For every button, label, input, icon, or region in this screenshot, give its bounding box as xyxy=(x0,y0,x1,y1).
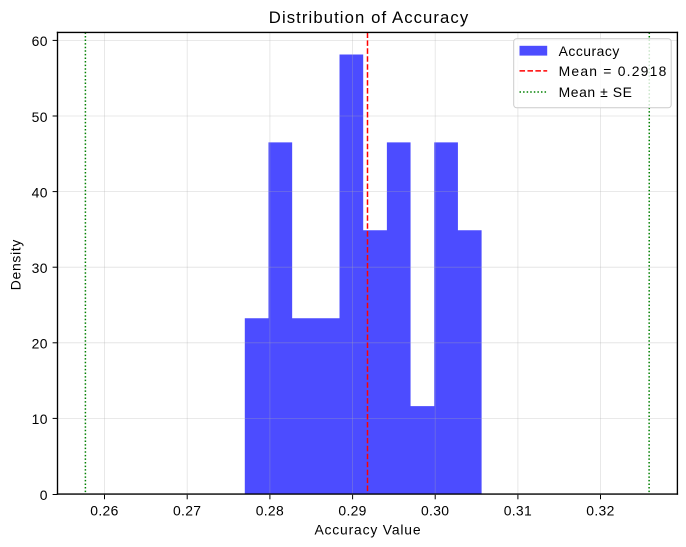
svg-text:Mean = 0.2918: Mean = 0.2918 xyxy=(559,63,667,79)
svg-text:20: 20 xyxy=(32,336,48,352)
svg-text:0.28: 0.28 xyxy=(256,502,284,518)
svg-text:60: 60 xyxy=(32,33,48,49)
svg-text:10: 10 xyxy=(32,411,48,427)
svg-text:Distribution of Accuracy: Distribution of Accuracy xyxy=(269,8,469,27)
svg-text:30: 30 xyxy=(32,260,48,276)
svg-text:0.32: 0.32 xyxy=(586,502,614,518)
svg-text:0.26: 0.26 xyxy=(90,502,118,518)
svg-text:40: 40 xyxy=(32,184,48,200)
svg-text:0.29: 0.29 xyxy=(338,502,366,518)
svg-text:Accuracy Value: Accuracy Value xyxy=(314,522,420,538)
svg-text:Accuracy: Accuracy xyxy=(559,43,620,59)
svg-text:0: 0 xyxy=(40,487,48,503)
svg-text:0.31: 0.31 xyxy=(504,502,532,518)
svg-text:0.30: 0.30 xyxy=(421,502,449,518)
svg-text:Mean ± SE: Mean ± SE xyxy=(559,84,632,100)
svg-text:50: 50 xyxy=(32,109,48,125)
svg-text:0.27: 0.27 xyxy=(173,502,201,518)
svg-text:Density: Density xyxy=(7,240,23,291)
